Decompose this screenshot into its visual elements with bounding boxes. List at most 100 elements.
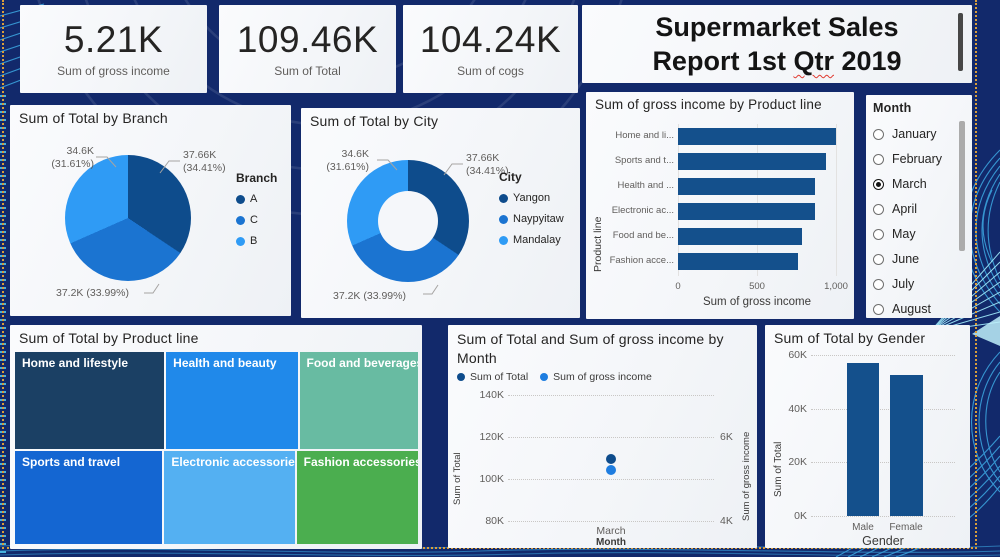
bar-food[interactable] [678, 228, 803, 245]
treemap-tiles: Home and lifestyle Health and beauty Foo… [15, 352, 418, 544]
gridline [508, 479, 714, 480]
donut-label-a: 37.66K (34.41%) [466, 152, 509, 177]
gender-plot [811, 355, 955, 517]
y-tick: 20K [788, 456, 807, 468]
x-tick: 1,000 [824, 281, 848, 292]
pie-label-b: 34.6K (31.61%) [51, 145, 94, 170]
slicer-item-july[interactable]: July [873, 272, 958, 296]
report-title-card[interactable]: Supermarket Sales Report 1st Qtr 2019 [582, 5, 972, 83]
radio-icon[interactable] [873, 203, 884, 215]
slicer-item-april[interactable]: April [873, 197, 958, 221]
donut-label-c: 37.2K (33.99%) [333, 290, 406, 302]
category-label: Home and li... [615, 130, 674, 141]
bar-home[interactable] [678, 128, 836, 145]
chart-title: Sum of gross income by Product line [595, 97, 822, 112]
y-tick: 60K [788, 349, 807, 361]
legend-item[interactable]: Sum of gross income [540, 371, 652, 383]
legend-dot [457, 373, 465, 381]
combo-legend: Sum of Total Sum of gross income [457, 371, 652, 383]
gridline [811, 355, 955, 356]
radio-icon[interactable] [873, 153, 884, 165]
right-y-tick: 4K [720, 515, 733, 527]
kpi-value: 104.24K [419, 18, 562, 60]
x-tick: 500 [749, 281, 765, 292]
kpi-card-total[interactable]: 109.46K Sum of Total [219, 5, 396, 93]
bar-health[interactable] [678, 178, 816, 195]
chart-title: Sum of Total by City [310, 113, 439, 129]
bar-male[interactable] [847, 363, 879, 516]
legend-item[interactable]: Mandalay [499, 234, 564, 246]
left-edge-pattern [0, 92, 6, 557]
tile-home-lifestyle[interactable]: Home and lifestyle [15, 352, 165, 449]
gridline [757, 124, 758, 276]
gridline [811, 462, 955, 464]
city-legend: City Yangon Naypyitaw Mandalay [499, 170, 564, 255]
x-axis-title: Gender [862, 534, 904, 548]
x-tick: March [596, 525, 626, 537]
left-y-axis-title: Sum of Total [452, 452, 463, 505]
radio-icon[interactable] [873, 178, 884, 190]
donut-label-b: 34.6K (31.61%) [326, 148, 369, 173]
gridline [508, 436, 714, 438]
slicer-item-march[interactable]: March [873, 172, 958, 196]
kpi-value: 109.46K [236, 18, 379, 60]
city-donut-card: Sum of Total by City 34.6K (31.61%) 37.66… [301, 108, 580, 318]
slicer-item-may[interactable]: May [873, 222, 958, 246]
legend-item[interactable]: B [236, 235, 277, 247]
kpi-label: Sum of cogs [457, 63, 524, 78]
legend-dot [236, 215, 245, 225]
gridline [836, 124, 837, 276]
slicer-item-january[interactable]: January [873, 122, 958, 146]
chart-title: Sum of Total by Gender [774, 330, 926, 346]
tile-sports-travel[interactable]: Sports and travel [15, 451, 163, 544]
radio-icon[interactable] [873, 278, 884, 290]
x-tick: 0 [675, 281, 681, 292]
combo-plot [508, 395, 714, 522]
x-tick: Female [889, 522, 923, 533]
title-scrollbar[interactable] [958, 13, 963, 71]
productline-plot [678, 124, 837, 276]
slicer-scrollbar[interactable] [959, 121, 965, 251]
gridline [811, 408, 955, 410]
y-axis-title: Product line [592, 216, 604, 272]
legend-title: City [499, 170, 522, 184]
slicer-item-august[interactable]: August [873, 297, 958, 321]
y-tick: 0K [794, 510, 807, 522]
radio-icon[interactable] [873, 128, 884, 140]
category-label: Sports and t... [614, 155, 674, 166]
bar-sports[interactable] [678, 153, 826, 170]
tile-electronic-accessories[interactable]: Electronic accessories [164, 451, 295, 544]
x-axis-title: Month [596, 537, 626, 548]
legend-title: Branch [236, 171, 278, 185]
radio-icon[interactable] [873, 228, 884, 240]
kpi-card-gross-income[interactable]: 5.21K Sum of gross income [20, 5, 207, 93]
legend-item[interactable]: Naypyitaw [499, 213, 564, 225]
x-axis-title: Sum of gross income [702, 296, 812, 308]
radio-icon[interactable] [873, 303, 884, 315]
branch-pie-card: Sum of Total by Branch 34.6K (31.61%) 37.… [10, 105, 291, 316]
bar-female[interactable] [890, 375, 923, 516]
legend-item[interactable]: A [236, 193, 277, 205]
branch-pie-chart[interactable] [65, 155, 191, 281]
slicer-item-june[interactable]: June [873, 247, 958, 271]
legend-item[interactable]: Yangon [499, 192, 564, 204]
treemap-card: Sum of Total by Product line Home and li… [10, 325, 422, 549]
chart-title: Sum of Total by Product line [19, 330, 199, 346]
kpi-card-cogs[interactable]: 104.24K Sum of cogs [403, 5, 578, 93]
data-point-total[interactable] [606, 454, 616, 465]
slicer-title: Month [873, 101, 912, 115]
branch-legend: Branch A C B [236, 171, 277, 256]
pie-label-c: 37.2K (33.99%) [56, 287, 129, 299]
legend-item[interactable]: Sum of Total [457, 371, 528, 383]
tile-health-beauty[interactable]: Health and beauty [166, 352, 298, 449]
chart-title: Sum of Total by Branch [19, 110, 168, 126]
tile-food-beverages[interactable]: Food and beverages [299, 352, 418, 449]
bar-electronic[interactable] [678, 203, 815, 220]
legend-item[interactable]: C [236, 214, 277, 226]
tile-fashion-accessories[interactable]: Fashion accessories [296, 451, 418, 544]
slicer-item-february[interactable]: February [873, 147, 958, 171]
data-point-gross-income[interactable] [606, 465, 616, 476]
bar-fashion[interactable] [678, 253, 799, 270]
category-label: Fashion acce... [609, 255, 674, 266]
radio-icon[interactable] [873, 253, 884, 265]
